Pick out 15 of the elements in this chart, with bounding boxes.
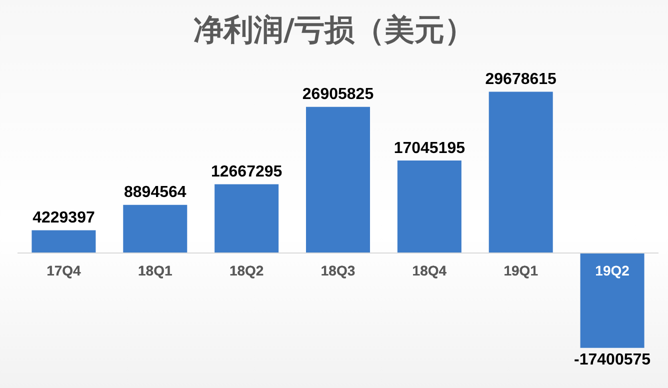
data-label: 4229397 bbox=[32, 210, 95, 227]
chart-title: 净利润/亏损（美元） bbox=[194, 12, 474, 48]
x-tick-label: 18Q4 bbox=[412, 262, 447, 278]
x-tick-label: 18Q3 bbox=[320, 262, 356, 278]
data-label: -17400575 bbox=[574, 351, 651, 368]
data-label: 8894564 bbox=[124, 184, 186, 202]
x-tick-label: 18Q1 bbox=[138, 262, 172, 278]
x-tick-label: 19Q2 bbox=[595, 262, 630, 278]
data-label: 12667295 bbox=[210, 164, 282, 181]
data-label: 29678615 bbox=[485, 71, 557, 88]
data-label: 26905825 bbox=[302, 86, 374, 104]
x-tick-label: 18Q2 bbox=[229, 262, 264, 278]
x-tick-label: 17Q4 bbox=[46, 262, 82, 278]
data-label: 17045195 bbox=[394, 140, 466, 157]
x-tick-label: 19Q1 bbox=[504, 262, 538, 278]
